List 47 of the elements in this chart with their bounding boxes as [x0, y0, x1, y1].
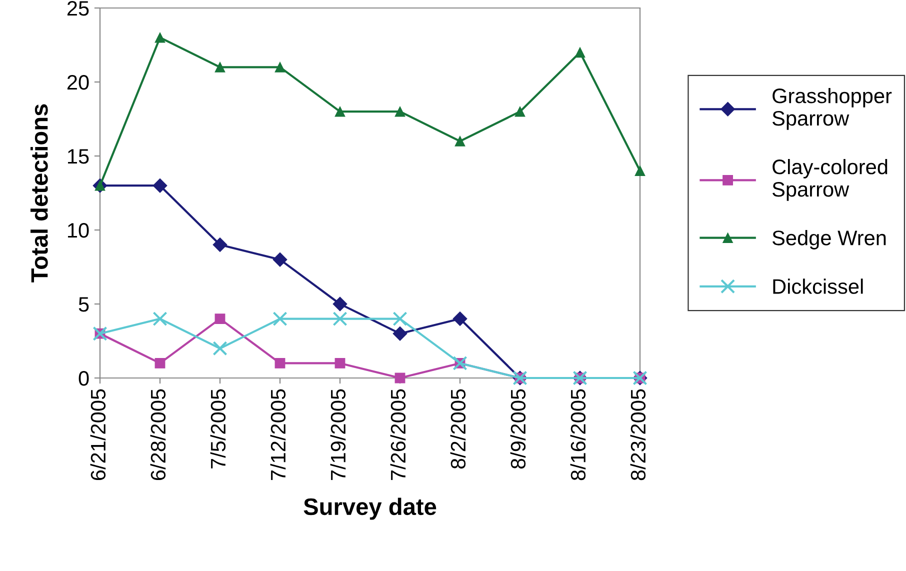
x-tick-label: 6/28/2005 — [150, 389, 166, 480]
x-tick-label: 6/21/2005 — [90, 389, 106, 480]
point — [154, 32, 166, 43]
point — [332, 296, 348, 312]
x-tick-label: 7/19/2005 — [330, 389, 346, 480]
x-tick-label: 8/9/2005 — [510, 389, 526, 469]
point — [274, 358, 286, 368]
point — [274, 62, 286, 72]
point — [152, 178, 168, 193]
x-tick-label: 8/16/2005 — [570, 389, 586, 480]
y-tick-label: 5 — [78, 297, 89, 312]
legend-label: Clay-colored Sparrow — [772, 158, 888, 201]
point — [394, 106, 406, 117]
point — [394, 372, 406, 384]
point — [392, 312, 408, 326]
point — [212, 238, 228, 252]
point — [212, 341, 228, 356]
point — [152, 312, 168, 326]
y-tick-label: 20 — [67, 75, 89, 90]
x-tick-label: 7/5/2005 — [210, 389, 226, 468]
x-tick-label: 8/2/2005 — [450, 389, 466, 469]
point — [272, 252, 288, 267]
x-tick-label: 7/12/2005 — [270, 389, 286, 480]
point — [574, 47, 586, 58]
point — [332, 312, 348, 326]
x-axis-title: Survey date — [304, 498, 436, 520]
point — [214, 314, 226, 324]
x-tick-label: 8/23/2005 — [630, 389, 646, 480]
legend-label: Sedge Wren — [772, 230, 886, 250]
point — [452, 312, 468, 326]
y-tick-label: 15 — [68, 149, 89, 164]
point — [154, 358, 166, 368]
legend-label: Dickcissel — [773, 278, 863, 294]
point — [334, 358, 346, 368]
point — [454, 136, 466, 146]
y-tick-label: 25 — [67, 1, 89, 16]
point — [214, 62, 226, 72]
point — [514, 106, 526, 117]
y-axis-title: Total detections — [30, 104, 48, 282]
point — [392, 326, 408, 341]
point — [634, 166, 646, 176]
y-tick-label: 10 — [68, 223, 89, 238]
x-tick-label: 7/26/2005 — [390, 389, 406, 480]
y-tick-label: 0 — [78, 371, 89, 386]
point — [272, 312, 288, 326]
legend-label: Grasshopper Sparrow — [772, 88, 892, 130]
point — [334, 106, 346, 117]
